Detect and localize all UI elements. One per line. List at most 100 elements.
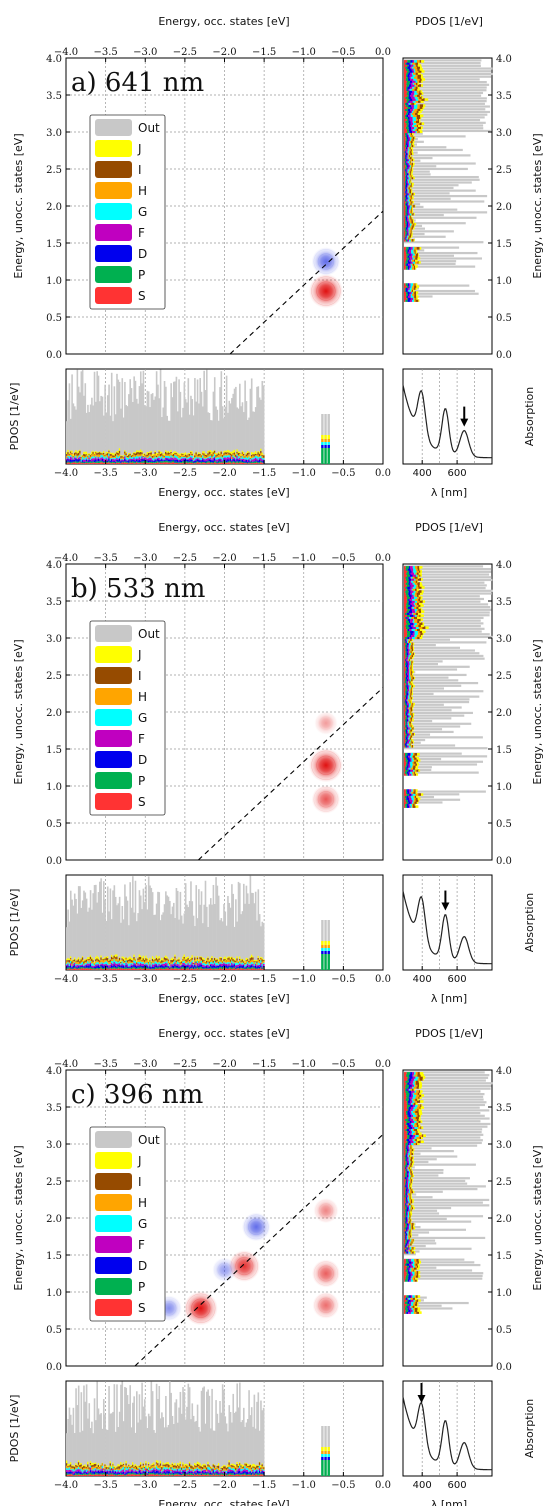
pdos-stack-g xyxy=(413,247,415,250)
pdos-stack-s xyxy=(404,789,406,792)
legend-label: H xyxy=(138,690,147,704)
top-x-tick-label: −0.5 xyxy=(331,47,355,58)
pdos-stack-f xyxy=(410,753,411,756)
pdos-out-spike xyxy=(404,658,485,660)
pdos-stack-d xyxy=(410,60,412,63)
pdos-stack-j xyxy=(421,578,423,581)
pdos-stack-p xyxy=(407,60,410,63)
right-y-tick-label: 2.5 xyxy=(496,165,512,176)
pdos-stack-h xyxy=(417,104,419,107)
pdos-stack-j xyxy=(321,941,323,945)
top-x-tick-label: −2.0 xyxy=(212,553,236,564)
pdos-stack-d xyxy=(409,566,410,569)
y-tick-label: 1.0 xyxy=(46,782,62,793)
pdos-header-label: PDOS [1/eV] xyxy=(415,15,483,28)
pdos-out-spike xyxy=(404,690,483,692)
pdos-out-spike xyxy=(404,723,471,725)
bottom-x-tick-label: −3.0 xyxy=(133,468,157,479)
pdos-stack-j xyxy=(321,435,323,439)
pdos-stack-h xyxy=(411,661,412,664)
top-x-tick-label: −1.5 xyxy=(252,553,276,564)
bottom-x-tick-label: −1.5 xyxy=(252,974,276,985)
pdos-stack-i xyxy=(417,566,419,569)
pdos-out-spike xyxy=(404,666,470,668)
legend-label: G xyxy=(138,205,147,219)
legend-swatch-f xyxy=(95,730,132,747)
pdos-stack-p xyxy=(321,448,323,464)
pdos-stack-i xyxy=(415,283,416,286)
legend-swatch-i xyxy=(95,161,132,178)
pdos-stack-i xyxy=(413,205,415,208)
pdos-stack-p xyxy=(406,789,407,792)
pdos-stack-j xyxy=(423,600,425,603)
y-tick-label: 0.5 xyxy=(46,313,62,324)
pdos-stack-j xyxy=(413,219,414,222)
pdos-out-spike xyxy=(404,655,483,657)
bottom-x-tick-label: 0.0 xyxy=(375,468,391,479)
legend-swatch-d xyxy=(95,751,132,768)
pdos-stack-j xyxy=(412,183,414,186)
pdos-stack-j xyxy=(414,733,415,736)
right-y-tick-label: 2.0 xyxy=(496,202,512,213)
pdos-stack-j xyxy=(423,104,425,107)
right-y-tick-label: 0.5 xyxy=(496,313,512,324)
pdos-header-label: PDOS [1/eV] xyxy=(415,1027,483,1040)
pdos-stack-j xyxy=(415,205,416,208)
right-y-tick-label: 3.5 xyxy=(496,597,512,608)
right-y-tick-label: 3.0 xyxy=(496,634,512,645)
y-tick-label: 2.5 xyxy=(46,671,62,682)
legend-swatch-s xyxy=(95,793,132,810)
absorption-tick-label: 600 xyxy=(448,974,467,985)
top-x-tick-label: −2.0 xyxy=(212,47,236,58)
pdos-stack-j xyxy=(422,122,424,125)
pdos-stack-j xyxy=(420,582,422,585)
pdos-stack-h xyxy=(415,566,417,569)
y-tick-label: 3.5 xyxy=(46,91,62,102)
top-x-tick-label: −2.5 xyxy=(173,47,197,58)
legend-swatch-f xyxy=(95,224,132,241)
pdos-stack-j xyxy=(412,697,413,700)
y-tick-label: 1.0 xyxy=(46,276,62,287)
pdos-stack-g xyxy=(263,458,265,459)
pdos-stack-d xyxy=(407,753,410,756)
pdos-stack-h xyxy=(263,961,265,963)
right-y-tick-label: 4.0 xyxy=(496,560,512,571)
y-tick-label: 2.0 xyxy=(46,708,62,719)
pdos-stack-j xyxy=(417,753,420,756)
pdos-stack-h xyxy=(417,60,420,63)
pdos-out-spike xyxy=(404,195,487,197)
bottom-x-tick-label: −2.5 xyxy=(173,468,197,479)
legend-swatch-h xyxy=(95,688,132,705)
pdos-stack-j xyxy=(328,941,330,945)
bottom-x-tick-label: −1.5 xyxy=(252,468,276,479)
bottom-x-tick-label: −4.0 xyxy=(54,974,78,985)
absorption-y-label: Absorption xyxy=(523,893,536,953)
pdos-stack-j xyxy=(414,136,415,139)
pdos-stack-s xyxy=(404,60,407,63)
pdos-stack-f xyxy=(413,60,414,63)
bottom-x-tick-label: −3.5 xyxy=(93,468,117,479)
pdos-out-spike xyxy=(404,641,486,643)
contour-blob-positive xyxy=(312,785,341,814)
pdos-stack-s xyxy=(404,566,406,569)
top-x-tick-label: −2.5 xyxy=(173,553,197,564)
pdos-out-spike xyxy=(404,217,477,219)
pdos-stack-i xyxy=(263,960,265,961)
pdos-stack-f xyxy=(411,247,413,250)
pdos-stack-g xyxy=(321,948,323,951)
contour-blob-negative xyxy=(312,247,341,276)
pdos-stack-j xyxy=(413,642,414,645)
right-y-tick-label: 1.0 xyxy=(496,276,512,287)
legend-label: H xyxy=(138,184,147,198)
legend-label: S xyxy=(138,795,146,809)
pdos-stack-h xyxy=(321,439,323,442)
bottom-x-tick-label: −2.0 xyxy=(212,974,236,985)
top-x-tick-label: −3.5 xyxy=(93,553,117,564)
pdos-stack-j xyxy=(413,163,415,166)
pdos-stack-h xyxy=(328,439,330,442)
pdos-stack-j xyxy=(421,596,423,599)
pdos-out-spike xyxy=(404,181,472,183)
pdos-out-spike xyxy=(404,682,478,684)
pdos-stack-d xyxy=(324,445,326,448)
pdos-stack-f xyxy=(409,283,410,286)
